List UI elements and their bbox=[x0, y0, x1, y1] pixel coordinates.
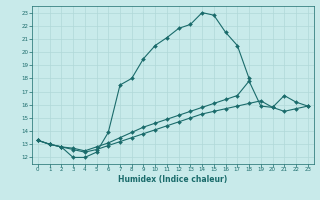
X-axis label: Humidex (Indice chaleur): Humidex (Indice chaleur) bbox=[118, 175, 228, 184]
